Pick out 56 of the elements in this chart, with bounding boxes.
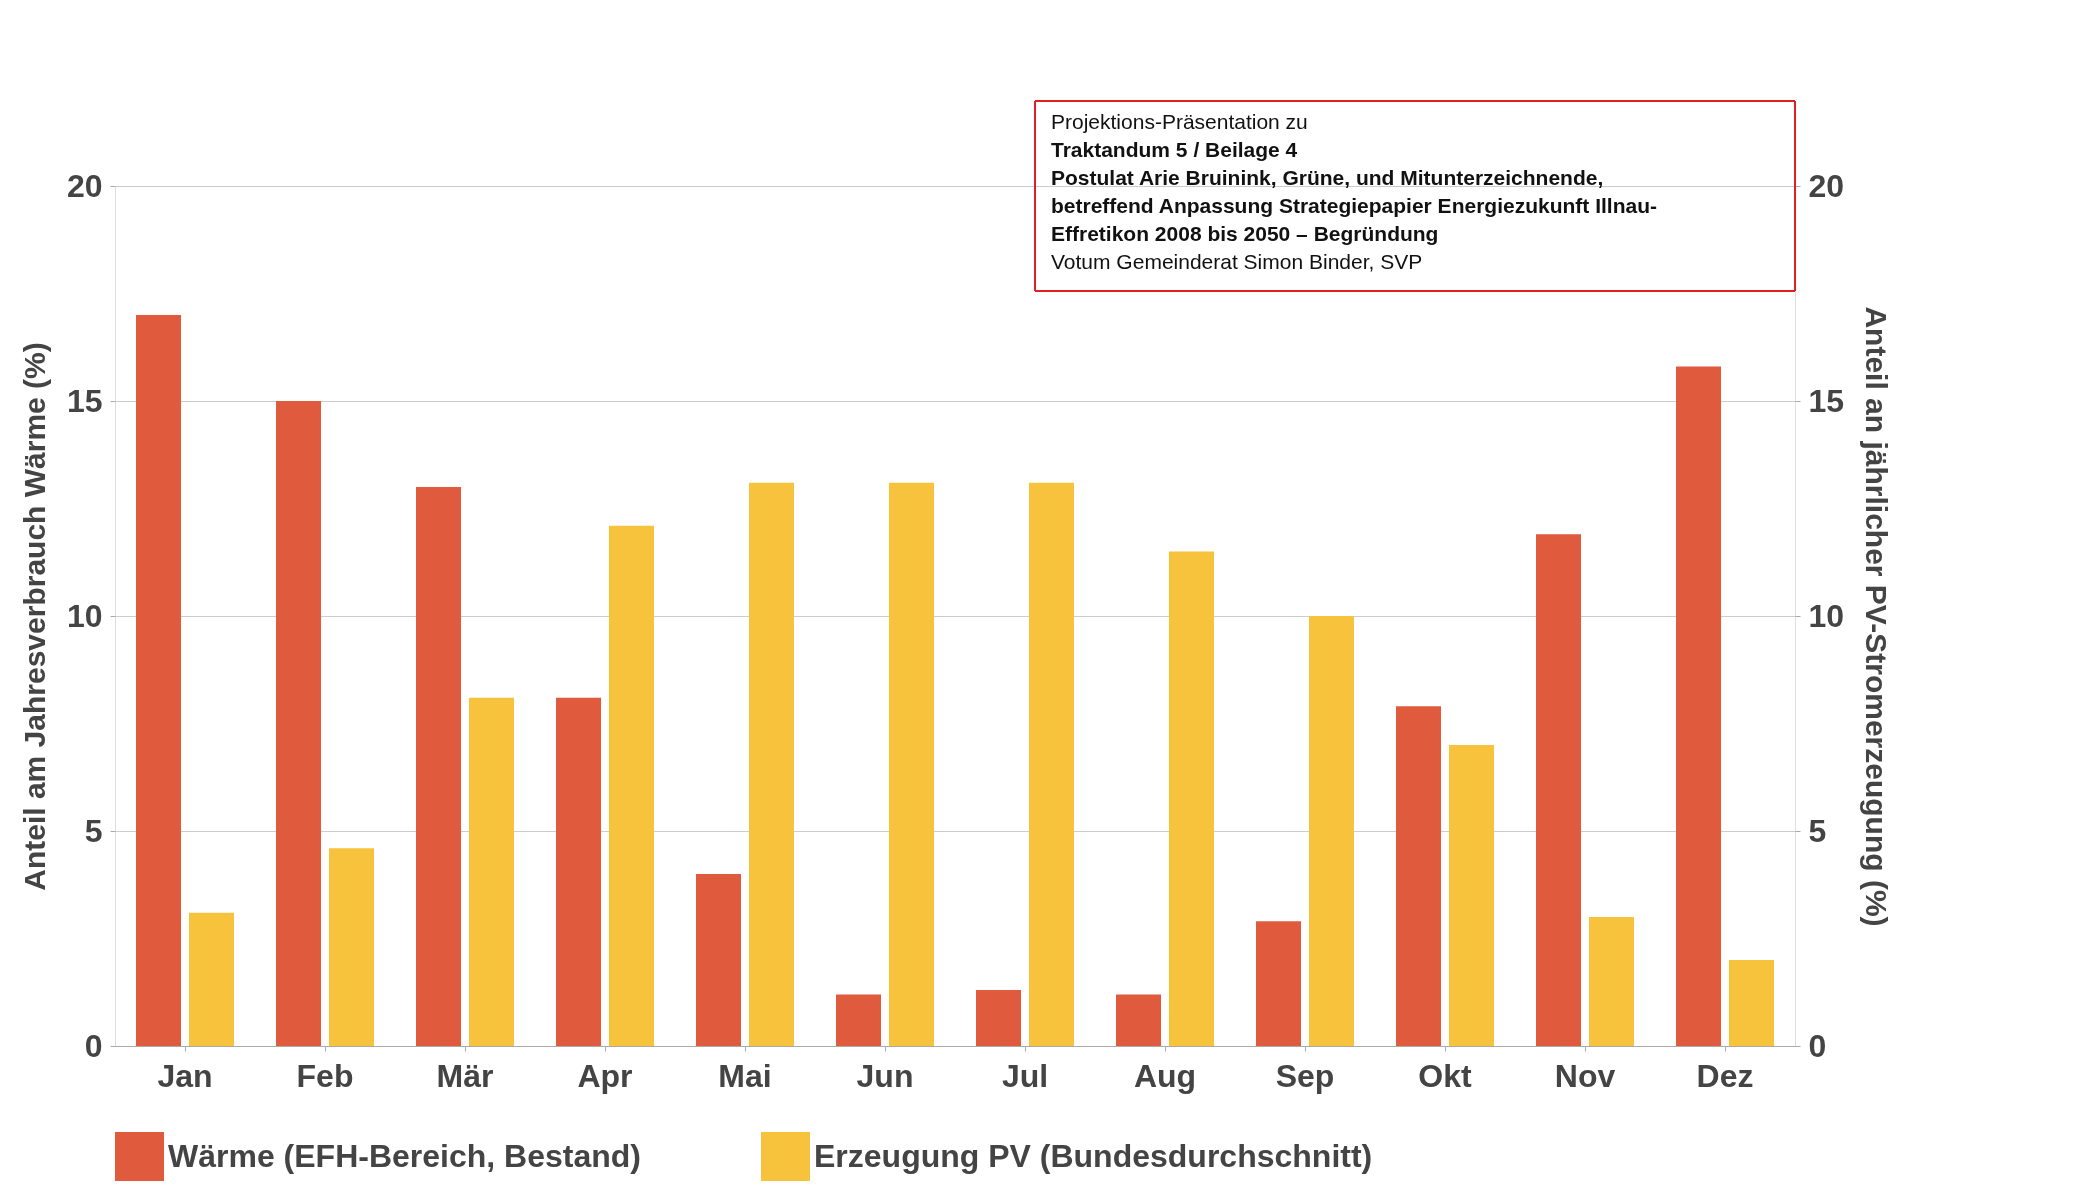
y2-tick-label: 10 — [1808, 597, 1845, 634]
bar — [328, 848, 374, 1046]
y2-axis-title: Anteil an jährlicher PV-Stromerzeugung (%) — [1860, 306, 1894, 927]
bar — [136, 315, 182, 1046]
bar — [1308, 616, 1354, 1046]
bar — [188, 912, 234, 1046]
bar — [1028, 482, 1074, 1046]
x-tick-label: Okt — [1418, 1057, 1473, 1094]
bar — [748, 482, 794, 1046]
y-tick-label: 0 — [84, 1027, 103, 1064]
y-tick-label: 5 — [84, 812, 103, 849]
x-tick-label: Dez — [1696, 1057, 1754, 1094]
bar — [1396, 706, 1442, 1046]
x-tick-label: Jan — [157, 1057, 213, 1094]
y2-tick-label: 0 — [1808, 1027, 1827, 1064]
bar — [1448, 745, 1494, 1046]
x-tick-label: Jul — [1001, 1057, 1049, 1094]
bar — [976, 990, 1022, 1046]
text: Projektions-Präsentation zu — [1051, 110, 1308, 133]
x-tick-label: Aug — [1133, 1057, 1197, 1094]
bar — [276, 401, 322, 1046]
bar — [1256, 921, 1302, 1046]
x-tick-label: Jun — [856, 1057, 914, 1094]
x-tick-label: Mär — [436, 1057, 494, 1094]
bar — [608, 525, 654, 1046]
y-tick-label: 10 — [66, 597, 103, 634]
y2-tick-label: 5 — [1808, 812, 1827, 849]
bar — [1728, 960, 1774, 1046]
y2-tick-label: 15 — [1808, 382, 1845, 419]
bar — [556, 697, 602, 1046]
x-tick-label: Sep — [1275, 1057, 1335, 1094]
y-axis-title: Anteil am Jahresverbrauch Wärme (%) — [17, 342, 51, 891]
bar — [888, 482, 934, 1046]
annotation: betreffend Anpassung Strategiepapier Energiezukunft Illnau- — [1051, 194, 1657, 217]
x-tick-label: Apr — [577, 1057, 633, 1094]
bar — [1588, 917, 1634, 1046]
bar — [1168, 551, 1214, 1046]
x-tick-label: Nov — [1554, 1057, 1616, 1094]
annotation: Postulat Arie Bruinink, Grüne, und Mitunterzeichnende, — [1051, 166, 1604, 189]
y2-tick-label: 20 — [1808, 167, 1845, 204]
legend-label: Erzeugung PV (Bundesdurchschnitt) — [814, 1137, 1373, 1174]
x-tick-label: Feb — [296, 1057, 354, 1094]
legend-label: Wärme (EFH-Bereich, Bestand) — [168, 1137, 641, 1174]
annotation: Votum Gemeinderat Simon Binder, SVP — [1051, 250, 1423, 273]
bar — [468, 697, 514, 1046]
x-tick-label: Mai — [718, 1057, 772, 1094]
y-tick-label: 20 — [66, 167, 103, 204]
bar — [1116, 994, 1162, 1046]
bar — [696, 874, 742, 1046]
bar — [416, 487, 462, 1046]
bar — [1536, 534, 1582, 1046]
bar — [1676, 366, 1722, 1046]
y-tick-label: 15 — [66, 382, 103, 419]
text: Traktandum 5 / Beilage 4 — [1051, 138, 1298, 161]
bar — [836, 994, 882, 1046]
annotation: Effretikon 2008 bis 2050 – Begründung — [1051, 222, 1439, 245]
